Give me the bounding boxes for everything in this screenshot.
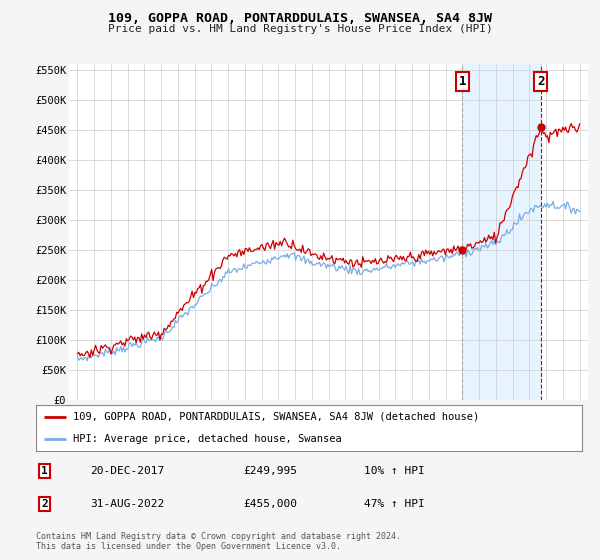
Text: 20-DEC-2017: 20-DEC-2017	[91, 466, 165, 476]
Text: 1: 1	[458, 74, 466, 88]
Text: £455,000: £455,000	[244, 500, 298, 509]
Text: 109, GOPPA ROAD, PONTARDDULAIS, SWANSEA, SA4 8JW (detached house): 109, GOPPA ROAD, PONTARDDULAIS, SWANSEA,…	[73, 412, 479, 422]
Text: £249,995: £249,995	[244, 466, 298, 476]
Text: Price paid vs. HM Land Registry's House Price Index (HPI): Price paid vs. HM Land Registry's House …	[107, 24, 493, 34]
Text: 10% ↑ HPI: 10% ↑ HPI	[364, 466, 424, 476]
Text: 47% ↑ HPI: 47% ↑ HPI	[364, 500, 424, 509]
Text: 1: 1	[41, 466, 48, 476]
Text: HPI: Average price, detached house, Swansea: HPI: Average price, detached house, Swan…	[73, 434, 342, 444]
Text: Contains HM Land Registry data © Crown copyright and database right 2024.
This d: Contains HM Land Registry data © Crown c…	[36, 532, 401, 552]
Bar	[463, 64, 541, 400]
Text: 2: 2	[537, 74, 544, 88]
Text: 31-AUG-2022: 31-AUG-2022	[91, 500, 165, 509]
Text: 109, GOPPA ROAD, PONTARDDULAIS, SWANSEA, SA4 8JW: 109, GOPPA ROAD, PONTARDDULAIS, SWANSEA,…	[108, 12, 492, 25]
Text: 2: 2	[41, 500, 48, 509]
